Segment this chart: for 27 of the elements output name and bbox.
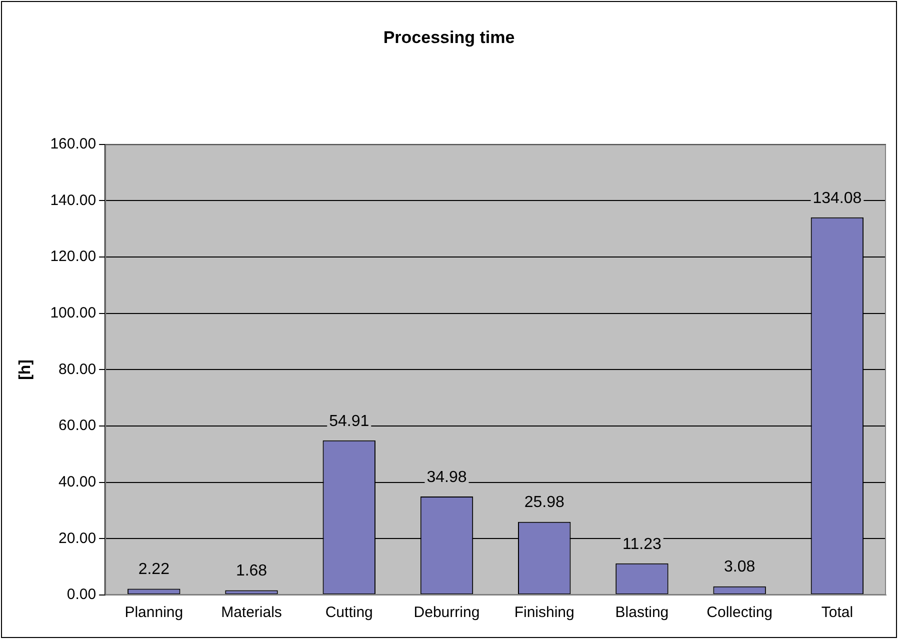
- y-axis-title: [h]: [17, 359, 34, 380]
- chart-title: Processing time: [383, 28, 515, 47]
- y-tick-label: 0.00: [66, 586, 96, 604]
- data-label: 3.08: [724, 558, 756, 576]
- y-tick-label: 40.00: [58, 473, 96, 490]
- x-tick-label: Deburring: [414, 604, 480, 622]
- x-tick-label: Collecting: [706, 604, 773, 622]
- y-tick-label: 80.00: [58, 360, 96, 378]
- data-label: 11.23: [622, 536, 662, 553]
- x-tick-label: Materials: [221, 604, 282, 622]
- x-tick-label: Cutting: [325, 604, 373, 622]
- y-tick-label: 160.00: [50, 136, 96, 153]
- y-tick-label: 100.00: [50, 304, 96, 322]
- data-label: 134.08: [812, 190, 862, 207]
- data-label: 1.68: [236, 562, 268, 580]
- x-tick-label: Planning: [124, 604, 184, 622]
- data-label: 34.98: [426, 468, 467, 486]
- x-tick-label: Blasting: [615, 604, 669, 622]
- data-label: 25.98: [524, 494, 564, 512]
- y-tick-label: 60.00: [58, 417, 96, 434]
- x-tick-label: Finishing: [514, 604, 574, 622]
- y-tick-label: 140.00: [50, 192, 96, 209]
- y-tick-label: 20.00: [58, 530, 96, 547]
- x-tick-label: Total: [821, 604, 854, 622]
- data-label: 2.22: [138, 561, 170, 578]
- y-tick-label: 120.00: [50, 248, 96, 266]
- data-label: 54.91: [329, 412, 370, 430]
